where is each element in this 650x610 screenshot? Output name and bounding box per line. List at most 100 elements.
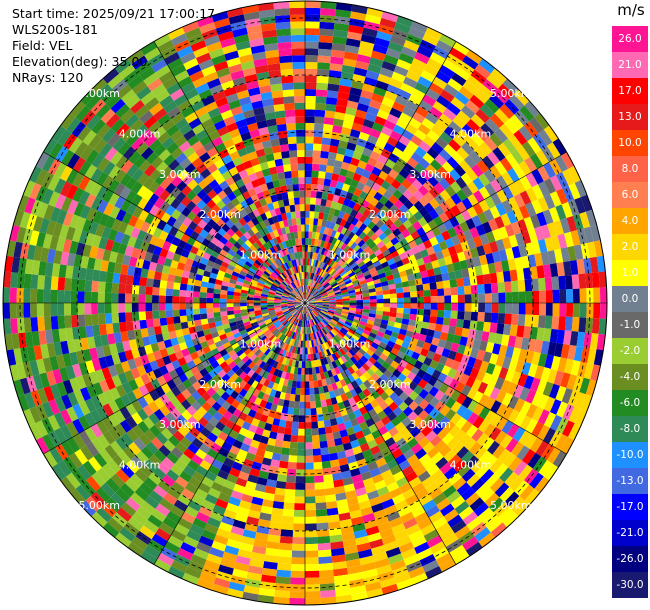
velocity-gate [327, 258, 333, 266]
velocity-gate [143, 477, 158, 491]
velocity-gate [305, 428, 312, 436]
velocity-gate [236, 360, 245, 369]
velocity-gate [442, 107, 457, 121]
velocity-gate [267, 395, 275, 404]
velocity-gate [299, 313, 303, 320]
velocity-gate [328, 322, 335, 329]
velocity-gate [349, 305, 357, 309]
velocity-gate [364, 14, 382, 25]
velocity-gate [385, 547, 402, 559]
velocity-gate [529, 153, 544, 169]
velocity-gate [564, 316, 573, 332]
velocity-gate [389, 559, 406, 571]
velocity-gate [250, 371, 259, 381]
velocity-gate [91, 471, 106, 487]
velocity-gate [342, 198, 351, 207]
velocity-gate [303, 313, 305, 321]
velocity-gate [305, 102, 316, 110]
velocity-gate [381, 361, 391, 370]
velocity-gate [242, 529, 257, 539]
velocity-gate [278, 549, 293, 558]
velocity-gate [549, 191, 562, 207]
velocity-gate [305, 150, 314, 157]
velocity-gate [369, 197, 380, 207]
velocity-gate [368, 356, 377, 365]
velocity-gate [269, 359, 276, 367]
velocity-gate [306, 313, 309, 321]
velocity-gate [362, 477, 375, 488]
velocity-gate [465, 541, 483, 557]
velocity-gate [354, 385, 363, 395]
velocity-gate [507, 423, 520, 438]
velocity-gate [308, 286, 313, 294]
velocity-gate [153, 449, 167, 462]
velocity-gate [209, 510, 224, 522]
velocity-gate [343, 176, 353, 186]
velocity-gate [154, 420, 167, 433]
velocity-gate [282, 440, 291, 449]
velocity-gate [598, 271, 607, 288]
velocity-gate [197, 377, 208, 387]
velocity-gate [249, 558, 265, 568]
velocity-gate [305, 210, 310, 218]
velocity-gate [405, 123, 418, 135]
velocity-gate [438, 240, 448, 251]
velocity-gate [348, 433, 358, 443]
velocity-gate [263, 329, 271, 336]
velocity-gate [454, 352, 464, 363]
velocity-gate [444, 303, 452, 311]
velocity-gate [424, 335, 434, 345]
velocity-gate [473, 190, 485, 203]
velocity-gate [321, 320, 327, 327]
velocity-gate [317, 285, 324, 292]
velocity-gate [323, 371, 330, 379]
velocity-gate [494, 128, 509, 143]
velocity-gate [507, 409, 520, 424]
velocity-gate [321, 192, 329, 200]
velocity-gate [500, 157, 513, 172]
velocity-gate [349, 467, 361, 477]
velocity-gate [331, 237, 338, 246]
velocity-gate [334, 485, 346, 495]
velocity-gate [502, 323, 512, 336]
velocity-gate [269, 521, 282, 530]
velocity-gate [311, 231, 317, 239]
velocity-gate [504, 223, 515, 237]
velocity-gate [289, 591, 305, 599]
velocity-gate [414, 431, 426, 443]
velocity-gate [286, 413, 294, 422]
velocity-gate [443, 310, 452, 319]
velocity-gate [247, 474, 259, 484]
velocity-gate [298, 415, 305, 423]
velocity-gate [388, 517, 404, 529]
velocity-gate [368, 252, 377, 261]
velocity-gate [397, 88, 412, 101]
velocity-gate [448, 472, 462, 486]
velocity-gate [367, 376, 376, 386]
velocity-gate [530, 214, 541, 229]
velocity-gate [532, 303, 540, 316]
velocity-gate [465, 258, 475, 269]
velocity-gate [323, 334, 330, 342]
velocity-gate [332, 125, 343, 134]
velocity-gate [392, 470, 406, 482]
velocity-gate [379, 353, 388, 362]
velocity-gate [348, 259, 356, 267]
velocity-gate [414, 278, 423, 286]
velocity-gate [322, 297, 330, 301]
velocity-gate [184, 566, 202, 579]
velocity-gate [527, 137, 542, 154]
velocity-gate [334, 312, 342, 317]
velocity-gate [393, 343, 402, 351]
velocity-gate [321, 279, 327, 286]
velocity-gate [159, 317, 168, 326]
velocity-gate [430, 124, 444, 137]
velocity-gate [448, 424, 461, 438]
velocity-gate [23, 288, 31, 303]
velocity-gate [317, 330, 323, 338]
velocity-gate [469, 320, 478, 331]
velocity-gate [338, 457, 349, 466]
velocity-gate [327, 369, 334, 378]
velocity-gate [420, 70, 436, 83]
velocity-gate [384, 253, 394, 262]
